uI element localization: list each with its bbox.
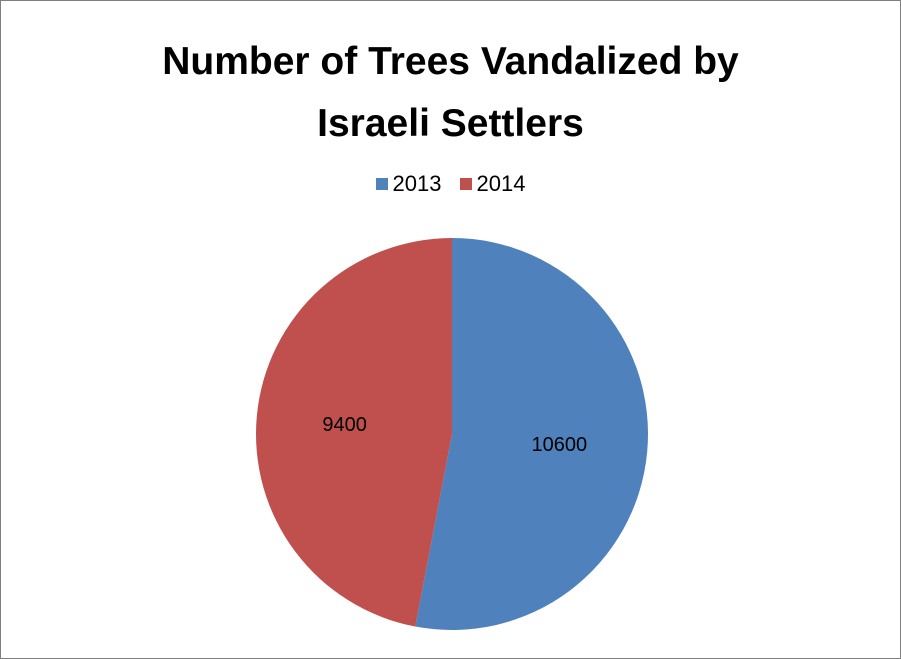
legend-swatch-2013: [375, 178, 388, 190]
legend-label-2014: 2014: [476, 171, 526, 196]
chart-title-line-2: Israeli Settlers: [317, 102, 584, 145]
legend-label-2013: 2013: [392, 171, 442, 196]
chart-title-line-1: Number of Trees Vandalized by: [162, 40, 739, 83]
legend: 2013 2014: [1, 171, 900, 197]
legend-swatch-2014: [459, 178, 472, 190]
pie-slices: [256, 238, 649, 631]
pie-slice-2013: [415, 238, 649, 631]
legend-item-2014: 2014: [459, 171, 526, 197]
pie-slice-2014: [256, 238, 452, 627]
chart-title: Number of Trees Vandalized by Israeli Se…: [1, 31, 900, 155]
legend-item-2013: 2013: [375, 171, 442, 197]
data-label-2014: 9400: [322, 414, 367, 436]
data-label-2013: 10600: [532, 434, 588, 456]
